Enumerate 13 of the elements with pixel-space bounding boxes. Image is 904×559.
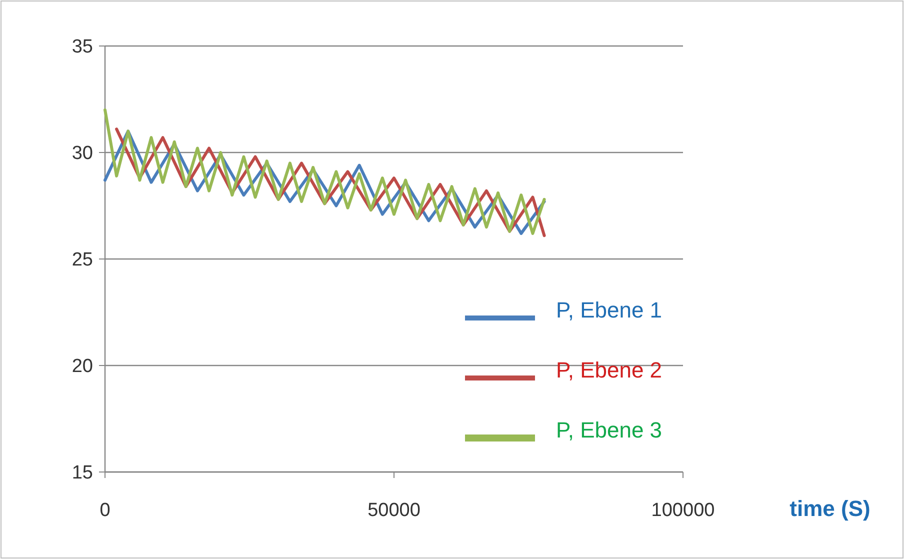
x-tick-label: 0 xyxy=(100,500,110,521)
y-tick-label: 30 xyxy=(72,143,93,164)
x-tick-label: 50000 xyxy=(368,500,420,521)
legend-label: P, Ebene 1 xyxy=(556,298,662,323)
legend-label: P, Ebene 2 xyxy=(556,358,662,383)
x-axis-title: time (S) xyxy=(790,496,870,521)
y-tick-label: 20 xyxy=(72,356,93,378)
y-tick-label: 25 xyxy=(72,250,93,271)
legend-label: P, Ebene 3 xyxy=(556,418,662,443)
y-tick-label: 15 xyxy=(72,462,93,484)
line-series xyxy=(104,108,546,235)
y-tick-label: 35 xyxy=(72,36,93,58)
x-tick-label: 100000 xyxy=(651,500,715,521)
